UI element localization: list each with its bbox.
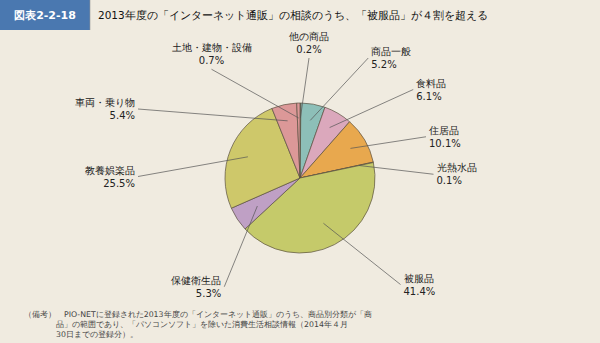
leader-line (138, 109, 288, 121)
category-label: 保健衛生品 (171, 275, 221, 286)
data-label: 0.7% (199, 55, 224, 66)
leader-line (350, 137, 426, 149)
category-label: 土地・建物・設備 (172, 42, 252, 53)
labels: 他の商品 0.2% 商品一般 5.2% 食料品 6.1% 住居品 10.1% 光熱水品 0.1% 被… (75, 31, 477, 299)
pie-slice (297, 103, 300, 178)
leader-line (224, 206, 257, 287)
data-label: 5.4% (110, 110, 135, 121)
category-label: 食料品 (416, 78, 446, 89)
data-label: 5.2% (371, 59, 396, 70)
category-label: 車両・乗り物 (75, 97, 135, 108)
data-label: 10.1% (429, 138, 461, 149)
data-label: 0.1% (437, 175, 462, 186)
leader-line (212, 69, 299, 118)
category-label: 光熱水品 (437, 162, 477, 173)
data-label: 41.4% (404, 286, 436, 297)
title: 2013年度の「インターネット通販」の相談のうち、「被服品」が４割を超える (98, 9, 488, 22)
leader-line (330, 90, 414, 128)
leader-line (300, 58, 309, 118)
data-label: 0.2% (296, 44, 321, 55)
category-label: 被服品 (404, 273, 434, 284)
leader-line (323, 223, 400, 284)
data-label: 6.1% (416, 91, 441, 102)
leader-line (138, 157, 248, 177)
leader-line (359, 165, 434, 174)
header-separator (90, 0, 91, 30)
header-box (0, 0, 90, 30)
data-label: 25.5% (103, 178, 135, 189)
note: 30日までの登録分）。 (24, 330, 138, 339)
background (0, 0, 600, 343)
header-label: 図表2-2-18 (14, 9, 76, 22)
pie-slice (272, 103, 300, 178)
category-label: 商品一般 (371, 46, 411, 57)
leader-line (310, 58, 368, 120)
note: （備考） PIO-NETに登録された2013年度の「インターネット通販」のうち、… (24, 310, 372, 319)
category-label: 教養娯楽品 (85, 165, 135, 176)
category-label: 住居品 (429, 125, 459, 136)
data-label: 5.3% (196, 288, 221, 299)
chart: 図表2-2-18 2013年度の「インターネット通販」の相談のうち、「被服品」が４… (0, 0, 600, 343)
note: 品」の範囲であり、「パソコンソフト」を除いた消費生活相談情報（2014年４月 (24, 320, 348, 329)
category-label: 他の商品 (289, 31, 329, 42)
